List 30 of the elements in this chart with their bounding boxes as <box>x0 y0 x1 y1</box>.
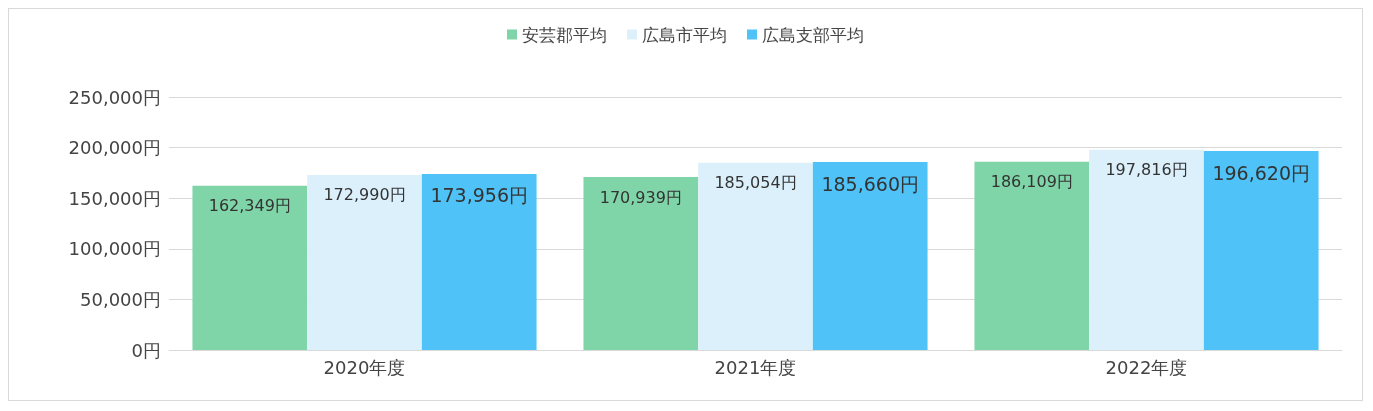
bar <box>307 174 422 350</box>
data-label: 162,349円 <box>208 196 291 216</box>
data-label: 185,054円 <box>714 173 797 193</box>
y-tick-label: 0円 <box>131 339 161 361</box>
y-tick-label: 50,000円 <box>80 288 161 310</box>
bar <box>421 173 537 350</box>
y-tick-label: 150,000円 <box>68 187 161 209</box>
x-tick-label: 2022年度 <box>1105 356 1188 378</box>
bar <box>192 185 308 350</box>
bar <box>1089 149 1204 350</box>
bar <box>974 161 1090 350</box>
y-tick-label: 100,000円 <box>68 238 161 260</box>
bar <box>812 162 928 350</box>
y-tick-label: 250,000円 <box>68 86 161 108</box>
bar <box>583 177 699 350</box>
data-label: 196,620円 <box>1212 161 1310 184</box>
legend-label: 広島支部平均 <box>762 24 864 45</box>
legend-label: 安芸郡平均 <box>522 24 607 45</box>
x-tick-label: 2020年度 <box>323 356 406 378</box>
data-label: 173,956円 <box>430 184 528 207</box>
legend-label: 広島市平均 <box>642 24 727 45</box>
y-tick-label: 200,000円 <box>68 137 161 159</box>
data-label: 185,660円 <box>821 172 919 195</box>
x-tick-label: 2021年度 <box>714 356 797 378</box>
data-label: 170,939円 <box>599 187 682 207</box>
data-label: 197,816円 <box>1105 160 1188 180</box>
data-label: 186,109円 <box>990 172 1073 192</box>
data-label: 172,990円 <box>323 185 406 205</box>
bar <box>698 162 813 350</box>
bar <box>1203 151 1319 350</box>
